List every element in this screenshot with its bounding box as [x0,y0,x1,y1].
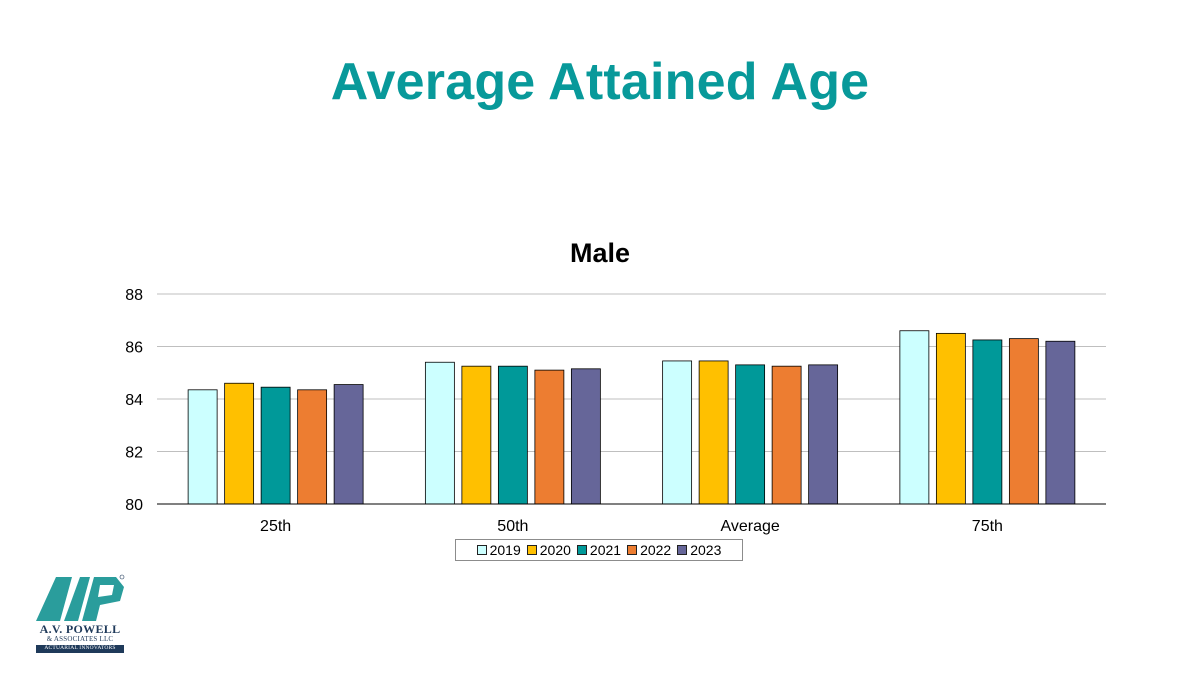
logo-text: A.V. POWELL & ASSOCIATES LLC ACTUARIAL I… [36,623,124,653]
bar-2023-50th [570,368,601,505]
bar-2022-50th [534,369,565,505]
legend-swatch [627,545,638,555]
company-logo [34,573,126,655]
legend: 2019 2020 2021 2022 2023 [455,539,743,561]
x-category-label: 50th [497,518,528,535]
bar-2020-75th [935,332,966,505]
bar-2023-average [808,364,839,505]
logo-tagline: ACTUARIAL INNOVATORS [36,645,124,653]
legend-label: 2022 [640,542,672,558]
legend-item-2023: 2023 [677,542,721,558]
bar-2019-50th [424,361,455,505]
y-tick-label: 88 [125,287,143,304]
y-tick-label: 82 [125,445,143,462]
legend-label: 2021 [589,542,622,558]
bar-2020-50th [461,365,492,505]
legend-swatch [526,545,537,555]
bar-2020-25th [224,382,255,505]
y-tick-label: 80 [125,497,143,514]
x-category-label: 75th [972,518,1003,535]
bar-2021-50th [497,365,528,505]
bar-2022-25th [297,389,328,505]
x-category-label: Average [720,518,779,535]
legend-item-2021: 2021 [576,542,622,558]
legend-swatch [677,545,688,555]
y-tick-label: 84 [125,392,143,409]
bar-2021-average [735,364,766,505]
chart-title: Male [569,238,631,268]
legend-swatch [576,545,587,555]
labels: 80 82 84 86 88 25th 50th Average 75th [125,287,1003,535]
bar-2021-25th [260,386,291,505]
legend-item-2019: 2019 [476,542,521,558]
legend-item-2020: 2020 [526,542,571,558]
bar-2023-25th [333,384,364,505]
avp-logo-icon [36,574,125,621]
bar-2021-75th [972,339,1003,505]
legend-label: 2020 [539,542,571,558]
bar-2019-average [662,360,693,505]
slide-title: Average Attained Age [330,53,870,111]
legend-label: 2019 [489,542,521,558]
bar-2022-75th [1008,338,1039,505]
legend-item-2022: 2022 [627,542,671,558]
bar-2019-25th [187,389,218,505]
bars [187,330,1076,505]
bar-2023-75th [1045,340,1076,505]
x-category-label: 25th [260,518,291,535]
y-tick-label: 86 [125,340,143,357]
bar-2019-75th [899,330,930,505]
logo-sub: & ASSOCIATES LLC [46,635,114,643]
legend-label: 2023 [690,542,722,558]
legend-swatch [476,545,487,555]
logo-name: A.V. POWELL [39,622,121,636]
bar-2020-average [698,360,729,505]
bar-2022-average [771,365,802,505]
